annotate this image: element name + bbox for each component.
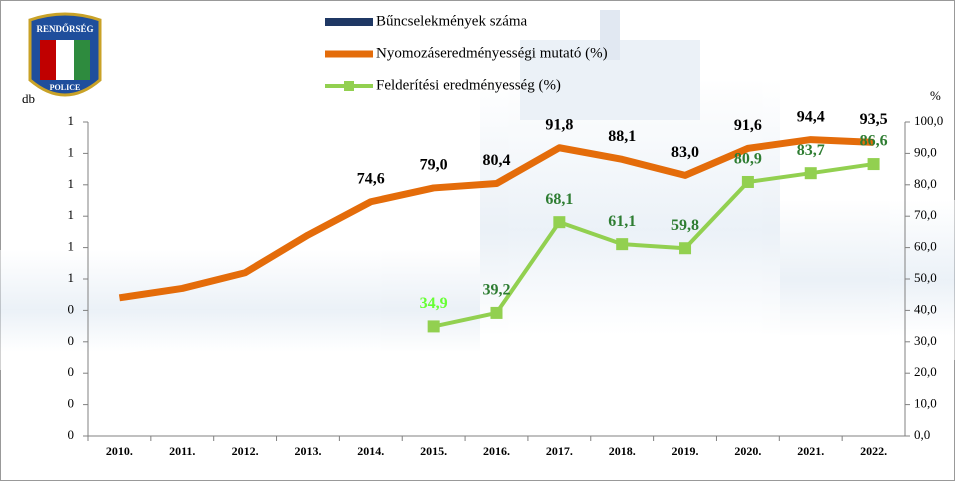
value-label: 83,0: [671, 144, 699, 161]
logo: RENDŐRSÉG POLICE: [28, 12, 102, 97]
marker: [804, 167, 817, 180]
value-label: 34,9: [420, 295, 448, 312]
y-tick-label: 0: [68, 333, 75, 348]
value-label: 80,9: [734, 151, 762, 168]
x-tick-label: 2017.: [546, 444, 573, 458]
y2-tick-label: 10,0: [914, 396, 937, 411]
marker: [616, 238, 629, 251]
marker: [867, 158, 880, 171]
line: [118, 136, 874, 302]
value-label: 91,6: [734, 117, 762, 134]
legend-label: Nyomozáseredményességi mutató (%): [376, 45, 608, 61]
x-tick-label: 2019.: [672, 444, 699, 458]
y-tick-label: 0: [68, 301, 75, 316]
y2-tick-label: 100,0: [914, 113, 943, 128]
marker: [427, 320, 440, 333]
y-axis-label: db: [22, 91, 35, 106]
value-label: 86,6: [860, 133, 888, 150]
value-label: 68,1: [545, 191, 573, 208]
value-label: 88,1: [608, 128, 636, 145]
value-label: 74,6: [357, 170, 385, 187]
y2-tick-label: 70,0: [914, 207, 937, 222]
x-tick-label: 2011.: [169, 444, 195, 458]
x-tick-label: 2020.: [734, 444, 761, 458]
y2-tick-label: 40,0: [914, 301, 937, 316]
y-tick-label: 1: [68, 239, 75, 254]
y2-tick-label: 60,0: [914, 239, 937, 254]
value-label: 79,0: [420, 157, 448, 174]
marker: [679, 242, 692, 255]
legend-label: Felderítési eredményesség (%): [376, 77, 561, 93]
line: [433, 162, 874, 329]
y2-tick-label: 0,0: [914, 427, 930, 442]
y2-tick-label: 50,0: [914, 270, 937, 285]
value-label: 91,8: [545, 116, 573, 133]
y2-tick-label: 80,0: [914, 176, 937, 191]
value-label: 94,4: [797, 108, 825, 125]
value-label: 39,2: [483, 282, 511, 299]
x-tick-label: 2021.: [797, 444, 824, 458]
legend-swatch: [325, 18, 373, 26]
y2-tick-label: 30,0: [914, 333, 937, 348]
value-label: 59,8: [671, 217, 699, 234]
y2-tick-label: 90,0: [914, 144, 937, 159]
logo-bottom: POLICE: [50, 83, 81, 92]
y-tick-label: 1: [68, 144, 75, 159]
marker: [553, 216, 566, 229]
y-tick-label: 1: [68, 270, 75, 285]
y-tick-label: 0: [68, 396, 75, 411]
x-tick-label: 2015.: [420, 444, 447, 458]
x-tick-label: 2014.: [357, 444, 384, 458]
x-tick-label: 2013.: [294, 444, 321, 458]
marker: [490, 306, 503, 319]
y-tick-label: 1: [68, 207, 75, 222]
y-tick-label: 0: [68, 427, 75, 442]
value-label: 83,7: [797, 142, 825, 159]
marker: [741, 175, 754, 188]
y2-axis-label: %: [930, 88, 941, 103]
y2-tick-label: 20,0: [914, 364, 937, 379]
legend-label: Bűncselekmények száma: [376, 13, 528, 29]
value-label: 61,1: [608, 213, 636, 230]
x-tick-label: 2018.: [609, 444, 636, 458]
value-label: 93,5: [860, 111, 888, 128]
y-tick-label: 0: [68, 364, 75, 379]
legend-marker: [344, 81, 354, 91]
x-tick-label: 2022.: [860, 444, 887, 458]
y-tick-label: 1: [68, 113, 75, 128]
x-tick-label: 2016.: [483, 444, 510, 458]
x-tick-label: 2010.: [106, 444, 133, 458]
x-tick-label: 2012.: [232, 444, 259, 458]
y-tick-label: 1: [68, 176, 75, 191]
logo-top: RENDŐRSÉG: [36, 24, 93, 34]
value-label: 80,4: [483, 152, 511, 169]
background-building: [0, 10, 955, 380]
